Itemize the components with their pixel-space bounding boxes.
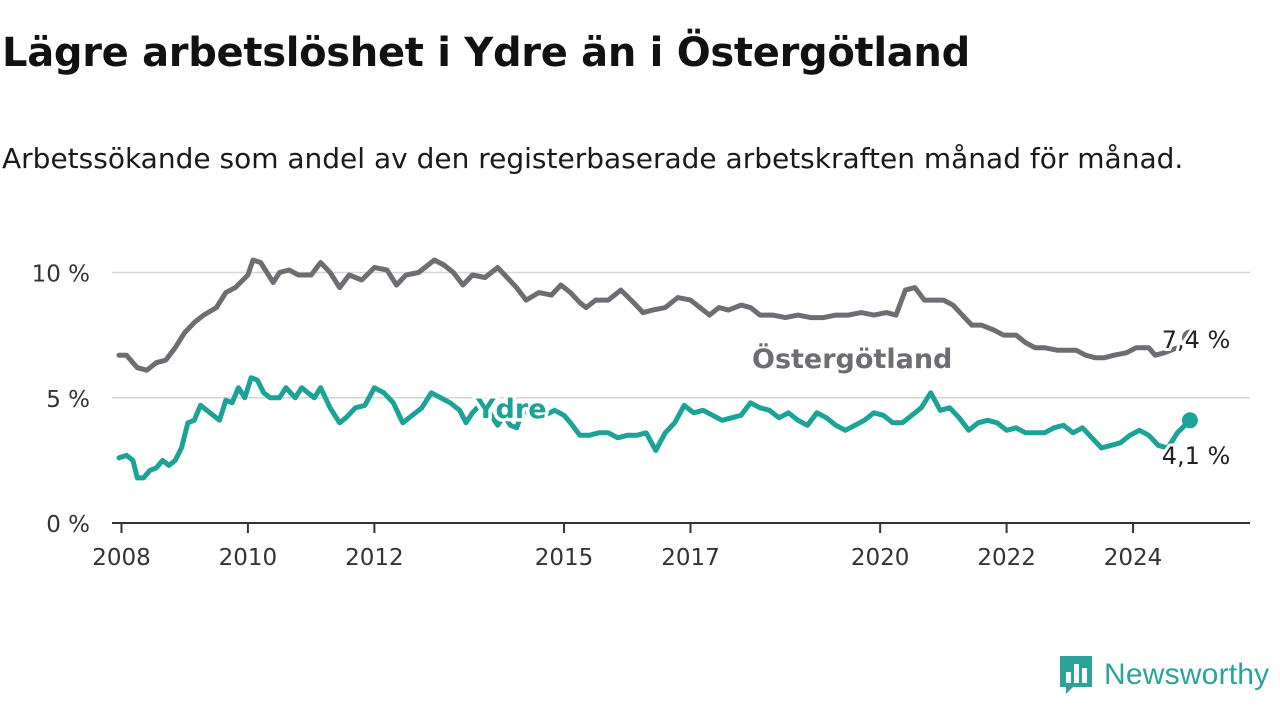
series-end-marker: [1181, 412, 1198, 429]
x-tick-label: 2022: [977, 545, 1036, 571]
x-tick-label: 2024: [1104, 545, 1163, 571]
x-tick-label: 2017: [661, 545, 720, 571]
axis-ticks: 0 % 5 % 10 % 2008 2010 2012 2015 2017 2020 2022 20…: [32, 262, 1250, 571]
series-name-label: Ydre: [475, 394, 547, 425]
series-end-marker: [1181, 329, 1198, 346]
series-labels: Östergötland Ydre 7,4 % 4,1 %: [472, 323, 1234, 473]
bar-chart-speech-bubble-icon: [1060, 656, 1092, 694]
series-end-value-label: 7,4 %: [1162, 326, 1231, 354]
y-tick-label: 5 %: [46, 387, 90, 413]
y-tick-label: 0 %: [46, 512, 90, 538]
x-tick-label: 2010: [219, 545, 278, 571]
x-tick-label: 2015: [535, 545, 594, 571]
chart-subtitle: Arbetssökande som andel av den registerb…: [2, 142, 1184, 175]
newsworthy-logo: Newsworthy: [1058, 654, 1269, 696]
series-line-ydre: [116, 375, 1193, 481]
x-tick-label: 2008: [92, 545, 151, 571]
series-name-label: Östergötland: [752, 342, 952, 375]
x-tick-label: 2012: [345, 545, 404, 571]
series-line-ostergotland: [116, 257, 1193, 373]
page-title: Lägre arbetslöshet i Ydre än i Östergötl…: [2, 30, 970, 76]
x-tick-label: 2020: [851, 545, 910, 571]
brand-name: Newsworthy: [1104, 658, 1270, 691]
y-grid: [112, 271, 1250, 399]
y-tick-label: 10 %: [32, 262, 90, 288]
series-layer: [116, 257, 1198, 481]
series-end-value-label: 4,1 %: [1162, 442, 1231, 470]
